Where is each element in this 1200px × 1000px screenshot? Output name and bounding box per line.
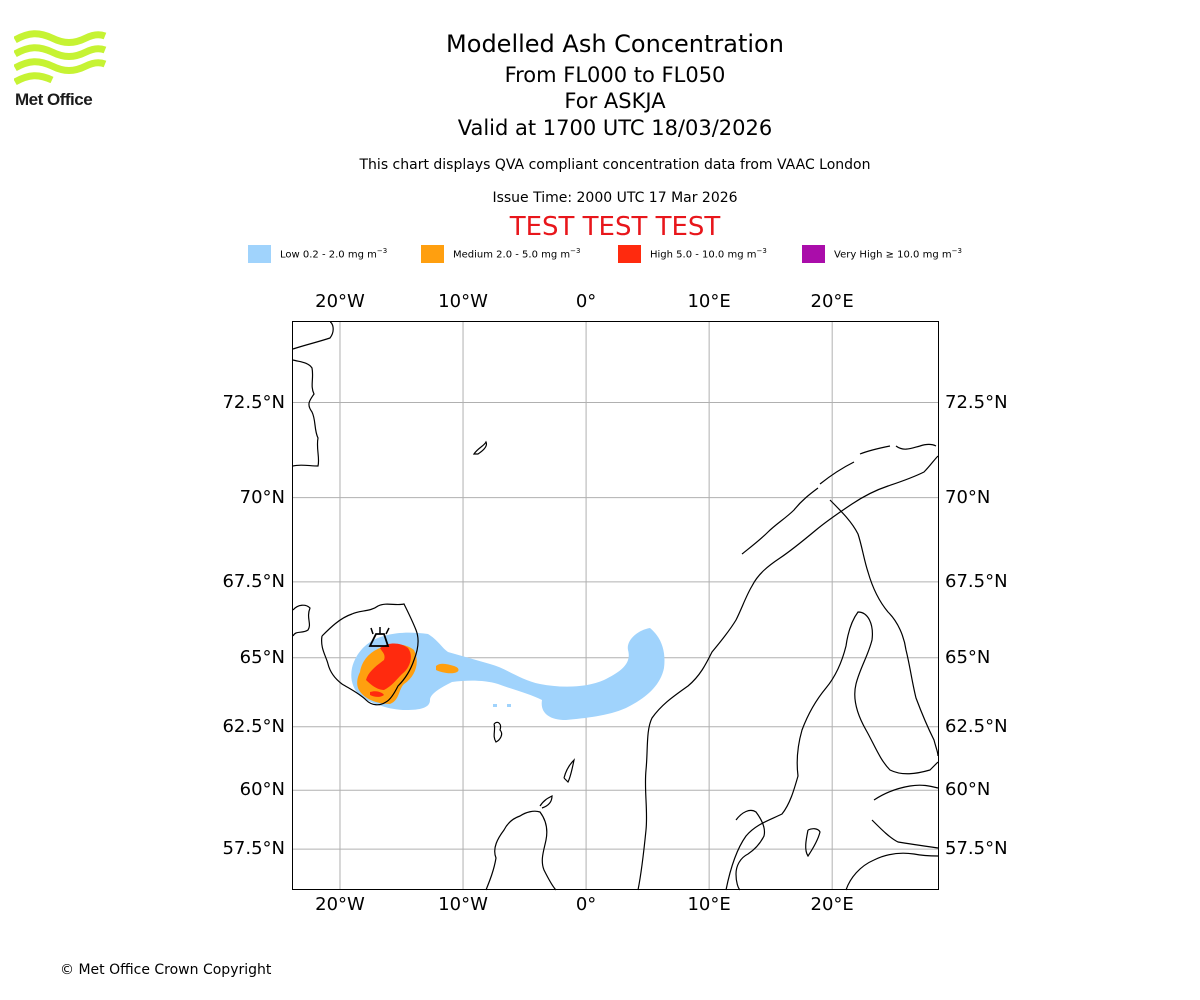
coast-sweden-baltic xyxy=(725,611,939,891)
coast-iceland xyxy=(321,603,419,706)
met-office-waves-icon xyxy=(14,30,107,86)
coast-orkney xyxy=(539,795,553,809)
legend-swatch-high xyxy=(618,245,641,263)
logo-text: Met Office xyxy=(15,90,93,109)
flight-levels: From FL000 to FL050 xyxy=(504,63,726,87)
lon-tick-label: 0° xyxy=(575,894,597,915)
compliance-note: This chart displays QVA compliant concen… xyxy=(359,157,871,173)
lon-tick-label: 20°E xyxy=(810,894,854,915)
met-office-logo: Met Office xyxy=(14,30,109,112)
coast-greenland-upper xyxy=(292,321,334,467)
legend-swatch-very-high xyxy=(802,245,825,263)
ash-plume xyxy=(351,628,665,720)
coast-norway-islands xyxy=(741,443,937,555)
lat-tick-label: 72.5°N xyxy=(222,391,285,413)
ash-medium-patch xyxy=(436,663,459,674)
coast-scotland xyxy=(485,810,557,891)
lat-tick-label: 62.5°N xyxy=(222,715,285,737)
lon-tick-label: 20°E xyxy=(810,291,854,312)
legend-unit-exp-very-high: −3 xyxy=(951,247,962,255)
lat-tick-label: 70°N xyxy=(239,486,285,508)
valid-time: Valid at 1700 UTC 18/03/2026 xyxy=(457,116,773,140)
lat-tick-label: 60°N xyxy=(239,779,285,801)
lon-tick-label: 10°W xyxy=(438,291,488,312)
lat-tick-label: 57.5°N xyxy=(945,838,1008,860)
chart-title: Modelled Ash Concentration xyxy=(446,30,784,58)
coast-baltic-states xyxy=(871,784,939,849)
lat-tick-label: 62.5°N xyxy=(945,715,1008,737)
coast-faroes xyxy=(493,721,503,743)
lat-tick-label: 70°N xyxy=(945,486,991,508)
issue-time: Issue Time: 2000 UTC 17 Mar 2026 xyxy=(492,190,738,206)
coast-denmark xyxy=(735,809,766,891)
test-banner: TEST TEST TEST xyxy=(509,212,721,242)
lon-tick-label: 20°W xyxy=(315,894,365,915)
coastlines xyxy=(292,321,939,891)
legend-unit-exp-medium: −3 xyxy=(570,247,581,255)
coast-norway xyxy=(637,455,939,891)
coast-finland xyxy=(829,499,939,757)
copyright: © Met Office Crown Copyright xyxy=(60,962,272,978)
coast-greenland-lower xyxy=(292,604,311,637)
coast-gotland xyxy=(805,828,821,858)
ash-low-speck xyxy=(493,704,497,707)
map-frame xyxy=(292,321,939,890)
ash-high-region xyxy=(366,643,411,690)
lon-tick-label: 20°W xyxy=(315,291,365,312)
lon-tick-label: 10°E xyxy=(687,894,731,915)
legend-label-medium: Medium 2.0 - 5.0 mg m xyxy=(453,249,571,261)
coast-poland-east xyxy=(845,852,939,891)
ash-high-patch xyxy=(370,691,384,697)
lat-tick-label: 67.5°N xyxy=(945,570,1008,592)
legend-label-low: Low 0.2 - 2.0 mg m xyxy=(280,249,377,261)
legend-label-high: High 5.0 - 10.0 mg m xyxy=(650,249,757,261)
legend-label-very-high: Very High ≥ 10.0 mg m xyxy=(834,249,952,261)
lon-tick-label: 10°W xyxy=(438,894,488,915)
volcano-marker-icon xyxy=(368,627,390,647)
legend-unit-exp-high: −3 xyxy=(756,247,767,255)
lat-tick-label: 57.5°N xyxy=(222,838,285,860)
ash-low-region xyxy=(351,628,665,720)
graticule xyxy=(292,321,938,889)
volcano-name: For ASKJA xyxy=(564,89,666,113)
legend-swatch-low xyxy=(248,245,271,263)
legend-unit-exp-low: −3 xyxy=(376,247,388,255)
lat-tick-label: 67.5°N xyxy=(222,570,285,592)
lon-tick-label: 0° xyxy=(575,291,597,312)
coast-shetland xyxy=(563,758,575,784)
ash-low-speck xyxy=(507,704,511,707)
lon-tick-label: 10°E xyxy=(687,291,731,312)
lat-tick-label: 72.5°N xyxy=(945,391,1008,413)
coast-jan-mayen xyxy=(472,440,488,455)
lat-tick-label: 60°N xyxy=(945,779,991,801)
legend-swatch-medium xyxy=(421,245,444,263)
lat-tick-label: 65°N xyxy=(945,646,991,668)
lat-tick-label: 65°N xyxy=(239,646,285,668)
